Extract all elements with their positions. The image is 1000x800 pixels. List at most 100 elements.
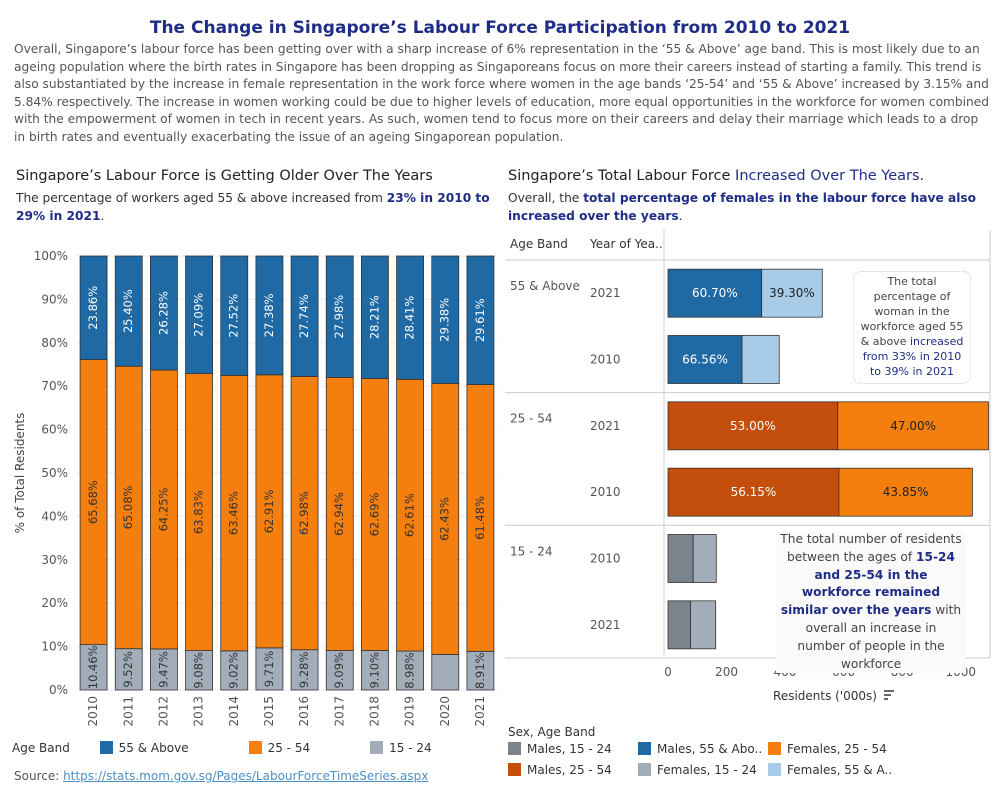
x-tick-label: 2019 <box>403 696 417 727</box>
bar-segment <box>150 369 178 650</box>
left-legend-items: 55 & Above 25 - 54 15 - 24 <box>99 741 492 755</box>
bar-segment <box>150 255 178 371</box>
bar-data-label: 56.15% <box>731 485 777 499</box>
right-sub-text: Overall, the <box>508 191 584 205</box>
x-tick-label: 2014 <box>227 696 241 727</box>
x-tick-label: 2018 <box>367 696 381 727</box>
bar-data-label: 29.38% <box>438 298 452 342</box>
left-chart-title: Singapore’s Labour Force is Getting Olde… <box>16 168 433 184</box>
bar-data-label: 28.21% <box>367 295 381 339</box>
y-tick-label: 60% <box>41 423 68 437</box>
bar-data-label: 62.61% <box>403 493 417 537</box>
column-header-age-band: Age Band <box>510 237 568 251</box>
left-sub-text: The percentage of workers aged 55 & abov… <box>16 191 387 205</box>
bar-data-label: 66.56% <box>682 353 728 367</box>
legend-swatch <box>768 763 781 776</box>
y-tick-label: 30% <box>41 553 68 567</box>
x-axis-label: Residents ('000s) <box>773 689 877 703</box>
legend-swatch <box>768 742 781 755</box>
bar-segment <box>396 255 424 380</box>
bar-segment <box>150 648 178 691</box>
column-header-year: Year of Yea.. <box>589 237 663 251</box>
legend-item[interactable]: Females, 25 - 54 <box>768 742 890 763</box>
source-line: Source: https://stats.mom.gov.sg/Pages/L… <box>14 769 428 783</box>
left-chart-subtitle: The percentage of workers aged 55 & abov… <box>16 189 496 225</box>
bar-data-label: 9.09% <box>332 652 346 689</box>
bar-segment <box>361 650 389 691</box>
bar-segment <box>185 373 213 651</box>
y-tick-label: 20% <box>41 596 68 610</box>
x-tick-label: 2016 <box>297 696 311 727</box>
legend-item[interactable]: Males, 55 & Abo.. <box>638 742 762 763</box>
bar-data-label: 62.94% <box>332 492 346 536</box>
bar-data-label: 23.86% <box>86 286 100 330</box>
legend-swatch <box>99 741 113 754</box>
bar-data-label: 61.48% <box>473 496 487 540</box>
y-tick-label: 70% <box>41 379 68 393</box>
legend-item[interactable]: Females, 55 & A.. <box>768 763 893 784</box>
bar-segment <box>667 600 691 650</box>
bar-data-label: 64.25% <box>156 487 170 531</box>
legend-swatch <box>248 741 262 754</box>
bar-data-label: 39.30% <box>769 286 815 300</box>
bar-data-label: 27.09% <box>192 293 206 337</box>
legend-item[interactable]: 15 - 24 <box>370 741 432 755</box>
year-label: 2021 <box>590 419 621 433</box>
bar-segment <box>396 650 424 691</box>
bar-segment <box>255 647 284 691</box>
legend-item[interactable]: 55 & Above <box>99 741 189 755</box>
age-band-label: 25 - 54 <box>510 412 553 426</box>
note2-text: The total number of residents between th… <box>780 532 962 564</box>
bar-data-label: 9.02% <box>227 652 241 689</box>
bar-segment <box>290 255 319 377</box>
legend-label: Females, 25 - 54 <box>787 742 887 756</box>
bar-data-label: 8.98% <box>403 652 417 689</box>
legend-label: Females, 15 - 24 <box>657 763 757 777</box>
bar-data-label: 43.85% <box>883 485 929 499</box>
bar-segment <box>431 383 460 655</box>
bar-data-label: 53.00% <box>730 419 776 433</box>
legend-item[interactable]: Males, 25 - 54 <box>508 763 630 784</box>
legend-item[interactable]: Males, 15 - 24 <box>508 742 630 763</box>
bar-segment <box>325 650 354 691</box>
bar-data-label: 60.70% <box>692 286 738 300</box>
year-label: 2010 <box>590 353 621 367</box>
x-tick-label: 200 <box>715 665 738 679</box>
bar-data-label: 26.28% <box>156 291 170 335</box>
right-legend-title: Sex, Age Band <box>508 725 596 739</box>
legend-label: 55 & Above <box>118 741 189 755</box>
bar-data-label: 10.46% <box>86 645 100 689</box>
bar-data-label: 62.91% <box>262 489 276 533</box>
bar-data-label: 62.98% <box>297 491 311 535</box>
bar-data-label: 62.43% <box>438 497 452 541</box>
bar-segment <box>761 268 823 318</box>
year-label: 2010 <box>590 485 621 499</box>
year-label: 2021 <box>590 286 621 300</box>
bar-data-label: 28.41% <box>403 296 417 340</box>
stacked-bar-chart: Age Band Year of Yea.. 55 & Above 2021 60.70… <box>505 230 991 703</box>
bar-segment <box>692 534 717 583</box>
legend-item[interactable]: Females, 15 - 24 <box>638 763 760 784</box>
left-sub-end: . <box>100 209 105 223</box>
bar-segment <box>185 255 213 374</box>
legend-item[interactable]: 25 - 54 <box>248 741 310 755</box>
note2-end: with overall an increase in number of pe… <box>797 603 962 671</box>
right-title-text: Singapore’s Total Labour Force <box>508 168 736 184</box>
age-band-label: 55 & Above <box>510 279 580 293</box>
legend-label: Females, 55 & A.. <box>787 763 893 777</box>
x-tick-label: 0 <box>664 665 672 679</box>
bar-segment <box>838 467 973 517</box>
bar-segment <box>667 467 840 517</box>
bar-segment <box>185 650 213 691</box>
page-title: The Change in Singapore’s Labour Force P… <box>149 18 851 38</box>
bar-segment <box>466 650 495 691</box>
x-tick-label: 2017 <box>332 696 346 727</box>
bar-data-label: 9.08% <box>192 652 206 689</box>
note2-highlight: 15-24 and 25-54 in the workforce remaine… <box>780 549 955 618</box>
legend-swatch <box>638 763 651 776</box>
bar-segment <box>667 401 839 451</box>
bar-segment <box>79 359 108 646</box>
bar-data-label: 9.28% <box>297 652 311 689</box>
source-link[interactable]: https://stats.mom.gov.sg/Pages/LabourFor… <box>63 769 429 783</box>
note-55-above: The total percentage of woman in the wor… <box>853 271 971 384</box>
